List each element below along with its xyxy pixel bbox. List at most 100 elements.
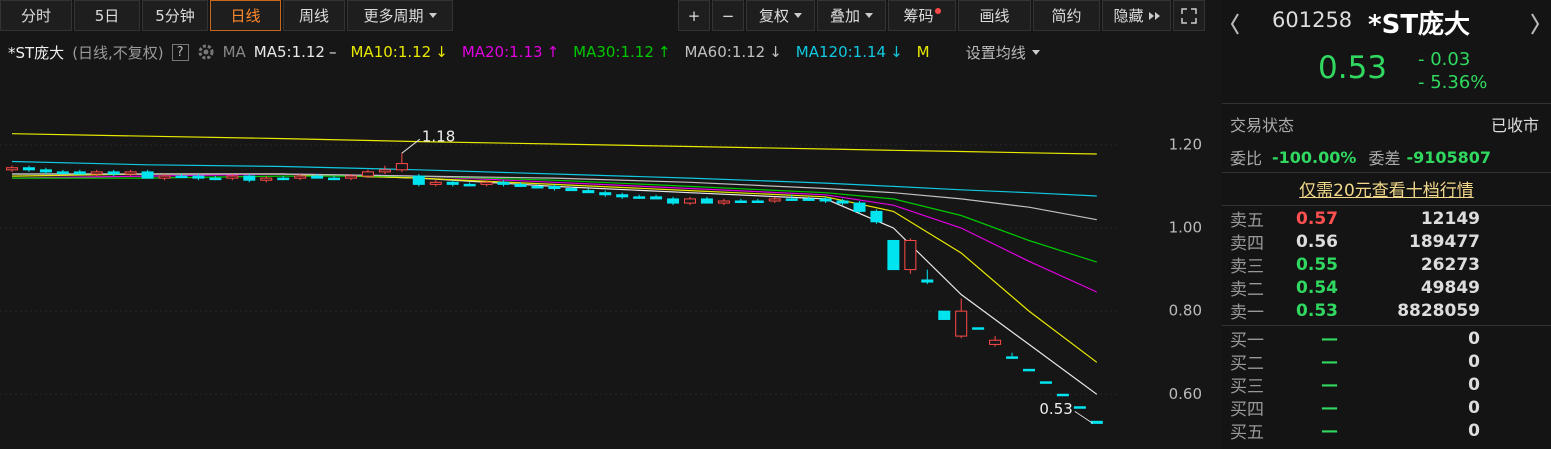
volume: 0 [1468, 328, 1480, 349]
ma-settings[interactable]: 设置均线 [965, 43, 1026, 62]
max-label: 1.18 [422, 128, 455, 146]
level: 卖二 [1230, 280, 1264, 300]
candle-body [56, 171, 69, 174]
button[interactable]: 筹码 [888, 0, 956, 31]
candle-body [1056, 393, 1069, 397]
candle-body [734, 200, 747, 203]
tab[interactable]: 周线 [283, 0, 345, 31]
level: 买四 [1230, 400, 1264, 420]
tab-active[interactable]: 日线 [210, 0, 281, 31]
pct: - 5.36% [1418, 72, 1488, 93]
legend: *ST庞大 (日线,不复权) ? MA MA5:1.12– MA10:1.12 ↓ M… [8, 40, 1040, 64]
status: 已收市 [1490, 116, 1539, 135]
nav [1230, 13, 1540, 35]
candle-body [870, 210, 883, 223]
tool-bar: + − 复权 叠加 筹码 画线 简约 隐藏 [678, 0, 1207, 33]
candle-body [243, 175, 256, 181]
asks-row: 卖二 0.54 49849 [1230, 276, 1480, 301]
y-tick-label: 1.00 [1169, 219, 1202, 237]
candle-body [684, 198, 696, 204]
candle-body [802, 198, 815, 201]
bids-row: 买四 — 0 [1230, 396, 1480, 421]
candle-body [311, 175, 324, 179]
zoom-in[interactable]: + [678, 0, 710, 31]
ratio: -100.00% [1272, 147, 1357, 167]
fullscreen[interactable] [1173, 0, 1205, 31]
tab[interactable]: 5日 [74, 0, 140, 31]
volume: 8828059 [1397, 300, 1480, 321]
label: 日线 [230, 7, 261, 25]
candle-body [921, 279, 934, 283]
label: 隐藏 [1113, 7, 1144, 25]
candle-body [1073, 406, 1086, 409]
candle-body [599, 192, 612, 196]
button[interactable]: 画线 [958, 0, 1031, 31]
dropdown[interactable]: 复权 [746, 0, 815, 31]
asks-row: 卖四 0.56 189477 [1230, 230, 1480, 255]
candle-body [819, 198, 832, 202]
ma-line [11, 173, 1098, 293]
price: 0.55 [1296, 254, 1338, 275]
dropdown[interactable]: 更多周期 [347, 0, 453, 31]
button[interactable]: 隐藏 [1102, 0, 1171, 31]
candle-body [328, 177, 341, 181]
promo-link[interactable]: 仅需20元查看十档行情 [1299, 181, 1474, 201]
candle-body [175, 175, 188, 179]
gear[interactable] [197, 43, 215, 61]
candle-body [667, 198, 680, 204]
candle-body [107, 171, 120, 175]
level: 买三 [1230, 377, 1264, 397]
next[interactable] [1531, 13, 1540, 35]
label: 叠加 [829, 7, 860, 25]
tab[interactable]: 5分钟 [142, 0, 208, 31]
zoom-out[interactable]: − [712, 0, 744, 31]
price: 0.53 [1296, 300, 1338, 321]
change: - 0.03 [1418, 49, 1471, 70]
volume: 0 [1468, 397, 1480, 418]
help[interactable]: ? [171, 43, 189, 61]
ma-legend-arrow: ↓ [769, 43, 782, 61]
stock-name: *ST庞大 [8, 43, 65, 62]
candle-body [650, 196, 663, 200]
candle-body [836, 200, 849, 204]
label: 筹码 [903, 7, 934, 25]
candle-body [938, 310, 951, 320]
candle-body [616, 194, 629, 198]
min-label: 0.53 [1039, 400, 1072, 418]
candle-body [1006, 356, 1019, 359]
price: — [1321, 351, 1338, 372]
button[interactable]: 简约 [1033, 0, 1100, 31]
candle-body [226, 175, 239, 179]
candle-body [514, 183, 527, 187]
tab[interactable]: 分时 [0, 0, 72, 31]
ma-legend: MA5:1.12– MA10:1.12 ↓ MA20:1.13 ↑ MA30:1.12 ↑ M… [254, 43, 966, 61]
candle-body [768, 198, 781, 202]
candle-body [192, 175, 205, 179]
candle-body [124, 171, 137, 175]
candle-body [209, 177, 222, 181]
min-pointer [1074, 410, 1094, 424]
volume: 0 [1468, 351, 1480, 372]
candle-body [904, 239, 917, 271]
candle-body [277, 177, 290, 181]
dropdown[interactable]: 叠加 [817, 0, 886, 31]
ma-line [12, 173, 1097, 221]
y-tick-label: 0.60 [1169, 385, 1202, 403]
level: 卖三 [1230, 257, 1264, 277]
candle-body [1023, 368, 1035, 372]
prev[interactable] [1230, 13, 1239, 35]
y-tick-label: 0.80 [1169, 302, 1202, 320]
level: 买一 [1230, 331, 1264, 351]
candle-body [378, 169, 391, 173]
candle-body [751, 200, 764, 203]
price: — [1321, 374, 1338, 395]
label: 复权 [758, 7, 789, 25]
candle-body [73, 171, 86, 175]
candle-body [158, 175, 171, 179]
candle-body [260, 177, 273, 181]
bids-row: 买一 — 0 [1230, 327, 1480, 352]
ma-line [11, 133, 1097, 155]
chart: 1.20 1.00 0.80 0.60 1.18 0.53 [0, 127, 1202, 424]
candle-body [345, 175, 357, 179]
